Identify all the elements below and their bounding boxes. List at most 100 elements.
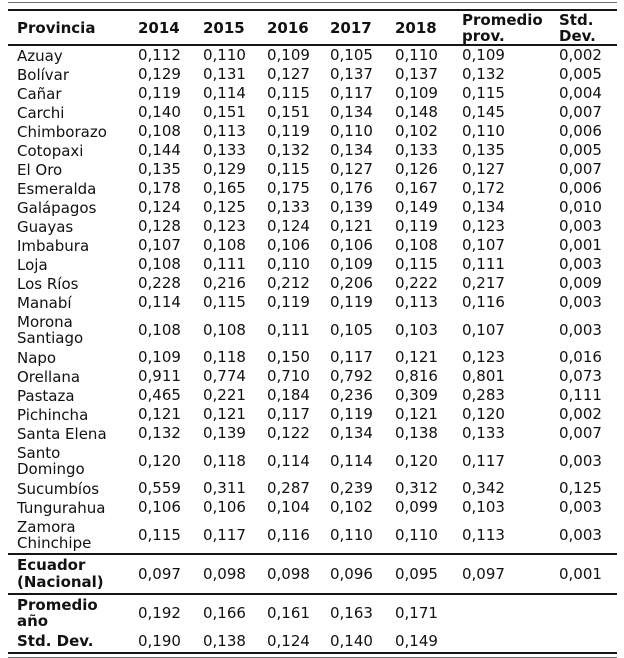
cell-promedio: 0,110 [462,122,505,140]
province-name: Napo [17,350,138,366]
cell-value: 0,140 [330,631,395,654]
cell-value: 0,163 [330,593,395,631]
cell-value: 0,816 [395,367,438,385]
cell-value: 0,108 [138,320,181,339]
cell-promedio: 0,107 [462,236,505,254]
cell-value: 0,128 [138,217,181,235]
cell-value: 0,132 [138,424,181,442]
cell-std: 0,016 [559,348,602,366]
col-header-year-2014: 2014 [138,9,203,46]
cell-promedio: 0,134 [462,198,505,216]
promedio-ano-row: Promedio año 0,192 0,166 0,161 0,163 0,1… [8,593,617,631]
province-name: Los Ríos [17,276,138,292]
province-name-line1: Chimborazo [17,122,107,141]
table-row: Santo Domingo 0,120 0,118 0,114 0,114 0,… [8,443,617,479]
province-name-cell: Chimborazo [8,122,138,141]
cell-value: 0,184 [267,386,310,404]
cell-value: 0,129 [203,160,246,178]
cell-std: 0,006 [559,122,602,140]
cell-value: 0,129 [138,65,181,83]
province-name-cell: Bolívar [8,65,138,84]
cell-value: 0,121 [395,348,438,366]
promedio-ano-label-line1: Promedio [17,596,98,614]
cell-value: 0,105 [330,46,373,64]
province-name-line1: Napo [17,348,57,367]
province-name-line2: Santiago [17,329,84,347]
cell-std: 0,007 [559,103,602,121]
col-header-year-2015: 2015 [203,9,267,46]
cell-value: 0,104 [267,498,310,516]
province-name-cell: Orellana [8,367,138,386]
cell-promedio: 0,801 [462,367,505,385]
cell-std [559,593,617,631]
cell-value: 0,222 [395,274,438,292]
province-name-line1: Imbabura [17,236,90,255]
cell-value: 0,110 [395,46,438,64]
cell-std: 0,002 [559,405,602,423]
cell-value: 0,309 [395,386,438,404]
province-name-cell: Los Ríos [8,274,138,293]
table-header: Provincia 2014 2015 2016 2017 2018 Prome… [8,9,617,46]
cell-value: 0,111 [267,320,310,339]
cell-value: 0,151 [203,103,246,121]
promedio-ano-label: Promedio año [8,593,138,631]
table-row: Pastaza 0,465 0,221 0,184 0,236 0,309 0,… [8,386,617,405]
table-row: Cañar 0,119 0,114 0,115 0,117 0,109 0,11… [8,84,617,103]
cell-value: 0,124 [138,198,181,216]
province-name-line1: Orellana [17,367,81,386]
cell-value: 0,115 [138,525,181,544]
cell-value: 0,108 [203,236,246,254]
cell-value: 0,161 [267,593,330,631]
cell-value: 0,109 [395,84,438,102]
cell-value: 0,115 [267,84,310,102]
cell-std: 0,009 [559,274,602,292]
province-name: Cotopaxi [17,143,138,159]
table-row: Morona Santiago 0,108 0,108 0,111 0,105 … [8,312,617,348]
cell-value: 0,559 [138,479,181,497]
cell-promedio: 0,123 [462,217,505,235]
cell-value: 0,228 [138,274,181,292]
cell-value: 0,106 [330,236,373,254]
col-header-provincia: Provincia [8,9,138,46]
cell-std: 0,003 [559,498,602,516]
cell-value: 0,287 [267,479,310,497]
table-row: Napo 0,109 0,118 0,150 0,117 0,121 0,123… [8,348,617,367]
cell-value: 0,122 [267,424,310,442]
cell-value: 0,212 [267,274,310,292]
cell-value: 0,108 [138,255,181,273]
cell-value: 0,114 [267,451,310,470]
province-name: Guayas [17,219,138,235]
cell-promedio: 0,342 [462,479,505,497]
cell-std: 0,001 [559,236,602,254]
cell-value: 0,098 [267,553,330,594]
cell-value: 0,108 [395,236,438,254]
col-header-std-dev: Std. Dev. [559,9,617,46]
cell-promedio [462,593,559,631]
cell-value: 0,178 [138,179,181,197]
cell-promedio: 0,113 [462,525,505,544]
cell-std: 0,005 [559,141,602,159]
cell-value: 0,114 [330,451,373,470]
table-row: Sucumbíos 0,559 0,311 0,287 0,239 0,312 … [8,479,617,498]
cell-value: 0,115 [203,293,246,311]
cell-value: 0,134 [330,103,373,121]
province-name-line1: Pastaza [17,386,75,405]
cell-value: 0,121 [330,217,373,235]
cell-std: 0,006 [559,179,602,197]
cell-promedio: 0,135 [462,141,505,159]
table-row: Loja 0,108 0,111 0,110 0,109 0,115 0,111… [8,255,617,274]
national-label: Ecuador (Nacional) [8,553,138,594]
province-name: Sucumbíos [17,481,138,497]
cell-value: 0,137 [330,65,373,83]
province-name-line1: Loja [17,255,48,274]
std-dev-row: Std. Dev. 0,190 0,138 0,124 0,140 0,149 [8,631,617,654]
province-name: Galápagos [17,200,138,216]
province-name-line1: Carchi [17,103,65,122]
col-header-year-2017: 2017 [330,9,395,46]
table-row: Guayas 0,128 0,123 0,124 0,121 0,119 0,1… [8,217,617,236]
cell-promedio: 0,217 [462,274,505,292]
cell-value: 0,096 [330,553,395,594]
cell-value: 0,134 [330,141,373,159]
cell-value: 0,134 [330,424,373,442]
cell-promedio: 0,283 [462,386,505,404]
